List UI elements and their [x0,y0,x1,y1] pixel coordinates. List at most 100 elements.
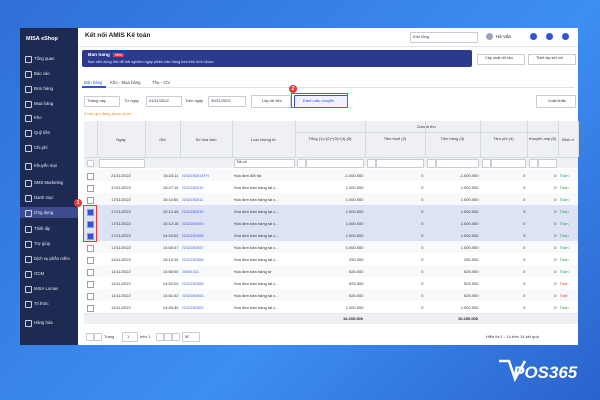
table-cell: 0 [421,292,424,298]
column-divider [232,121,233,157]
table-cell: 0 [421,280,424,286]
num-filter-op[interactable] [367,159,376,168]
topbar-icon[interactable] [546,33,553,40]
selected-note: 0 bản ghi đang được chọn [84,111,131,116]
sidebar-item[interactable]: Tri thức [34,301,49,306]
row-checkbox[interactable] [87,172,94,180]
store-select[interactable] [410,32,478,43]
table-cell: 1.000.000 [345,196,364,202]
table-cell: 14:50:27 [162,244,179,250]
row-checkbox[interactable] [87,280,94,288]
step-badge: 2 [289,85,297,93]
page-nav[interactable] [172,333,180,341]
export-button[interactable] [536,95,576,108]
table-cell: 21/11/2022 [111,172,131,178]
to-input[interactable] [208,96,246,107]
page-nav[interactable] [156,333,164,341]
column-header: Khuyến mại (5) [528,136,557,141]
num-filter[interactable] [538,159,557,168]
page-input[interactable] [122,332,138,342]
num-filter[interactable] [376,159,424,168]
filter-row-line [84,157,578,158]
topbar-icon[interactable] [562,33,569,40]
sidebar-item[interactable]: Đơn hàng [34,86,54,91]
sidebar-item[interactable]: Mua hàng [34,101,54,106]
action-button-text: Thiết lập kết nối [536,56,563,60]
tab[interactable]: Kho - Mua hàng [110,80,141,85]
page-nav[interactable] [86,333,94,341]
table-cell: Hóa đơn bán hàng tại c... [233,304,279,310]
page-size[interactable] [182,332,200,342]
sidebar-item[interactable]: Quỹ tiền [34,130,51,135]
row-checkbox[interactable] [87,184,94,192]
sidebar-item[interactable]: SMS Marketing [34,180,64,185]
type-filter-text: Tất cả [236,160,247,164]
table-cell: 250.000 [464,256,479,262]
table-row[interactable] [84,301,578,314]
period-select[interactable] [84,96,120,107]
tab[interactable]: Thu - Chi [152,80,170,85]
table-cell: 14:51:02 [162,292,179,298]
sidebar-item[interactable]: Tổng quan [34,56,55,61]
row-checkbox[interactable] [87,232,94,240]
sidebar-logo: MISA eShop [26,36,58,42]
table-cell: 1.000.000 [460,184,479,190]
page-nav[interactable] [94,333,102,341]
sidebar-item[interactable]: Thiết lập [34,226,51,231]
sidebar-item[interactable]: Kho [34,115,42,120]
num-filter[interactable] [436,159,479,168]
sidebar-item[interactable]: Khuyến mại [34,163,57,168]
num-filter-op[interactable] [427,159,436,168]
row-checkbox[interactable] [87,268,94,276]
header-checkbox[interactable] [87,160,94,167]
table-cell: 2211030009 [181,220,204,226]
fetch-button[interactable] [251,95,291,108]
table-cell: 2211030006 [181,256,204,262]
sidebar-item[interactable]: Trợ giúp [34,241,51,246]
page-nav[interactable] [164,333,172,341]
row-checkbox[interactable] [87,244,94,252]
sidebar-item[interactable]: Danh mục [34,195,54,200]
period-select-text: Tháng này [87,98,106,103]
from-input[interactable] [146,96,182,107]
sidebar-item[interactable]: Hàng hóa [34,320,53,325]
sidebar-icon [25,115,32,122]
row-checkbox[interactable] [87,196,94,204]
num-filter-op[interactable] [482,159,491,168]
export-button-text: Xuất khẩu [548,98,567,103]
row-checkbox[interactable] [87,208,94,216]
action-button[interactable] [477,54,525,65]
num-filter-op[interactable] [529,159,538,168]
topbar-icon[interactable] [530,33,537,40]
sidebar-item[interactable]: Ứng dụng [34,210,54,215]
to-label: Đến ngày [186,98,204,103]
sidebar-item[interactable]: Báo cáo [34,71,50,76]
row-checkbox[interactable] [87,220,94,228]
table-cell: 2211030012 [181,184,204,190]
tab[interactable]: Bán hàng [84,80,103,85]
table-cell: 14/11/2022 [111,256,131,262]
num-filter[interactable] [306,159,364,168]
sidebar-item[interactable]: Chi phí [34,145,48,150]
column-header: Tiền thuế (2) [383,136,407,141]
user-name[interactable]: Hà Vân [496,34,512,39]
from-label: Từ ngày [124,98,139,103]
num-filter[interactable] [491,159,526,168]
row-checkbox[interactable] [87,304,94,312]
table-cell: Hóa đơn bán hàng tại c... [233,292,279,298]
table-cell: 0 [421,232,424,238]
table-cell: 0 [523,208,526,214]
action-button[interactable] [528,54,576,65]
sidebar-item[interactable]: OCM [34,271,45,276]
type-filter[interactable] [234,159,295,168]
date-filter[interactable] [99,159,145,168]
sidebar-item[interactable]: MISA Lomas [34,286,59,291]
table-cell: 525.000 [349,292,364,298]
row-checkbox[interactable] [87,292,94,300]
num-filter-op[interactable] [297,159,306,168]
sidebar-item[interactable]: Dịch vụ phần mềm [34,256,70,261]
table-cell: 14:56:00 [162,268,179,274]
column-divider [145,121,146,157]
table-cell: 1.000.000 [345,220,364,226]
row-checkbox[interactable] [87,256,94,264]
